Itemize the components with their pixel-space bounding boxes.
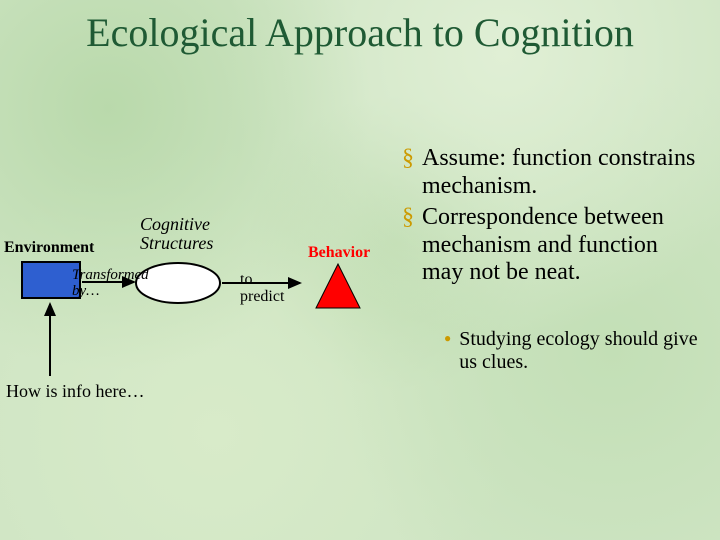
bullet-item: § Correspondence between mechanism and fu… — [402, 204, 702, 287]
bullet-marker: § — [402, 204, 414, 232]
sub-bullet-item: ● Studying ecology should give us clues. — [444, 328, 704, 374]
label-to-predict: topredict — [240, 272, 284, 306]
bullet-marker: § — [402, 145, 414, 173]
bullet-list: §Assume: function constrains mechanism.§… — [402, 145, 702, 291]
sub-bullet-marker: ● — [444, 332, 451, 346]
behavior-triangle — [316, 264, 360, 308]
slide-title: Ecological Approach to Cognition — [0, 12, 720, 54]
sub-bullet-text: Studying ecology should give us clues. — [459, 328, 704, 374]
label-cognitive-structures: CognitiveStructures — [140, 215, 213, 253]
bullet-item: § Assume: function constrains mechanism. — [402, 145, 702, 200]
bullet-text: Correspondence between mechanism and fun… — [422, 204, 702, 287]
sub-bullet-list: ● Studying ecology should give us clues. — [444, 328, 704, 374]
label-environment: Environment — [4, 240, 94, 257]
bullet-text: Assume: function constrains mechanism. — [422, 145, 702, 200]
label-how-is-info: How is info here… — [6, 382, 144, 401]
slide-stage: Ecological Approach to Cognition § Assume:… — [0, 0, 720, 540]
label-transformed-by: Transformedby… — [72, 268, 149, 300]
label-behavior: Behavior — [308, 245, 370, 262]
